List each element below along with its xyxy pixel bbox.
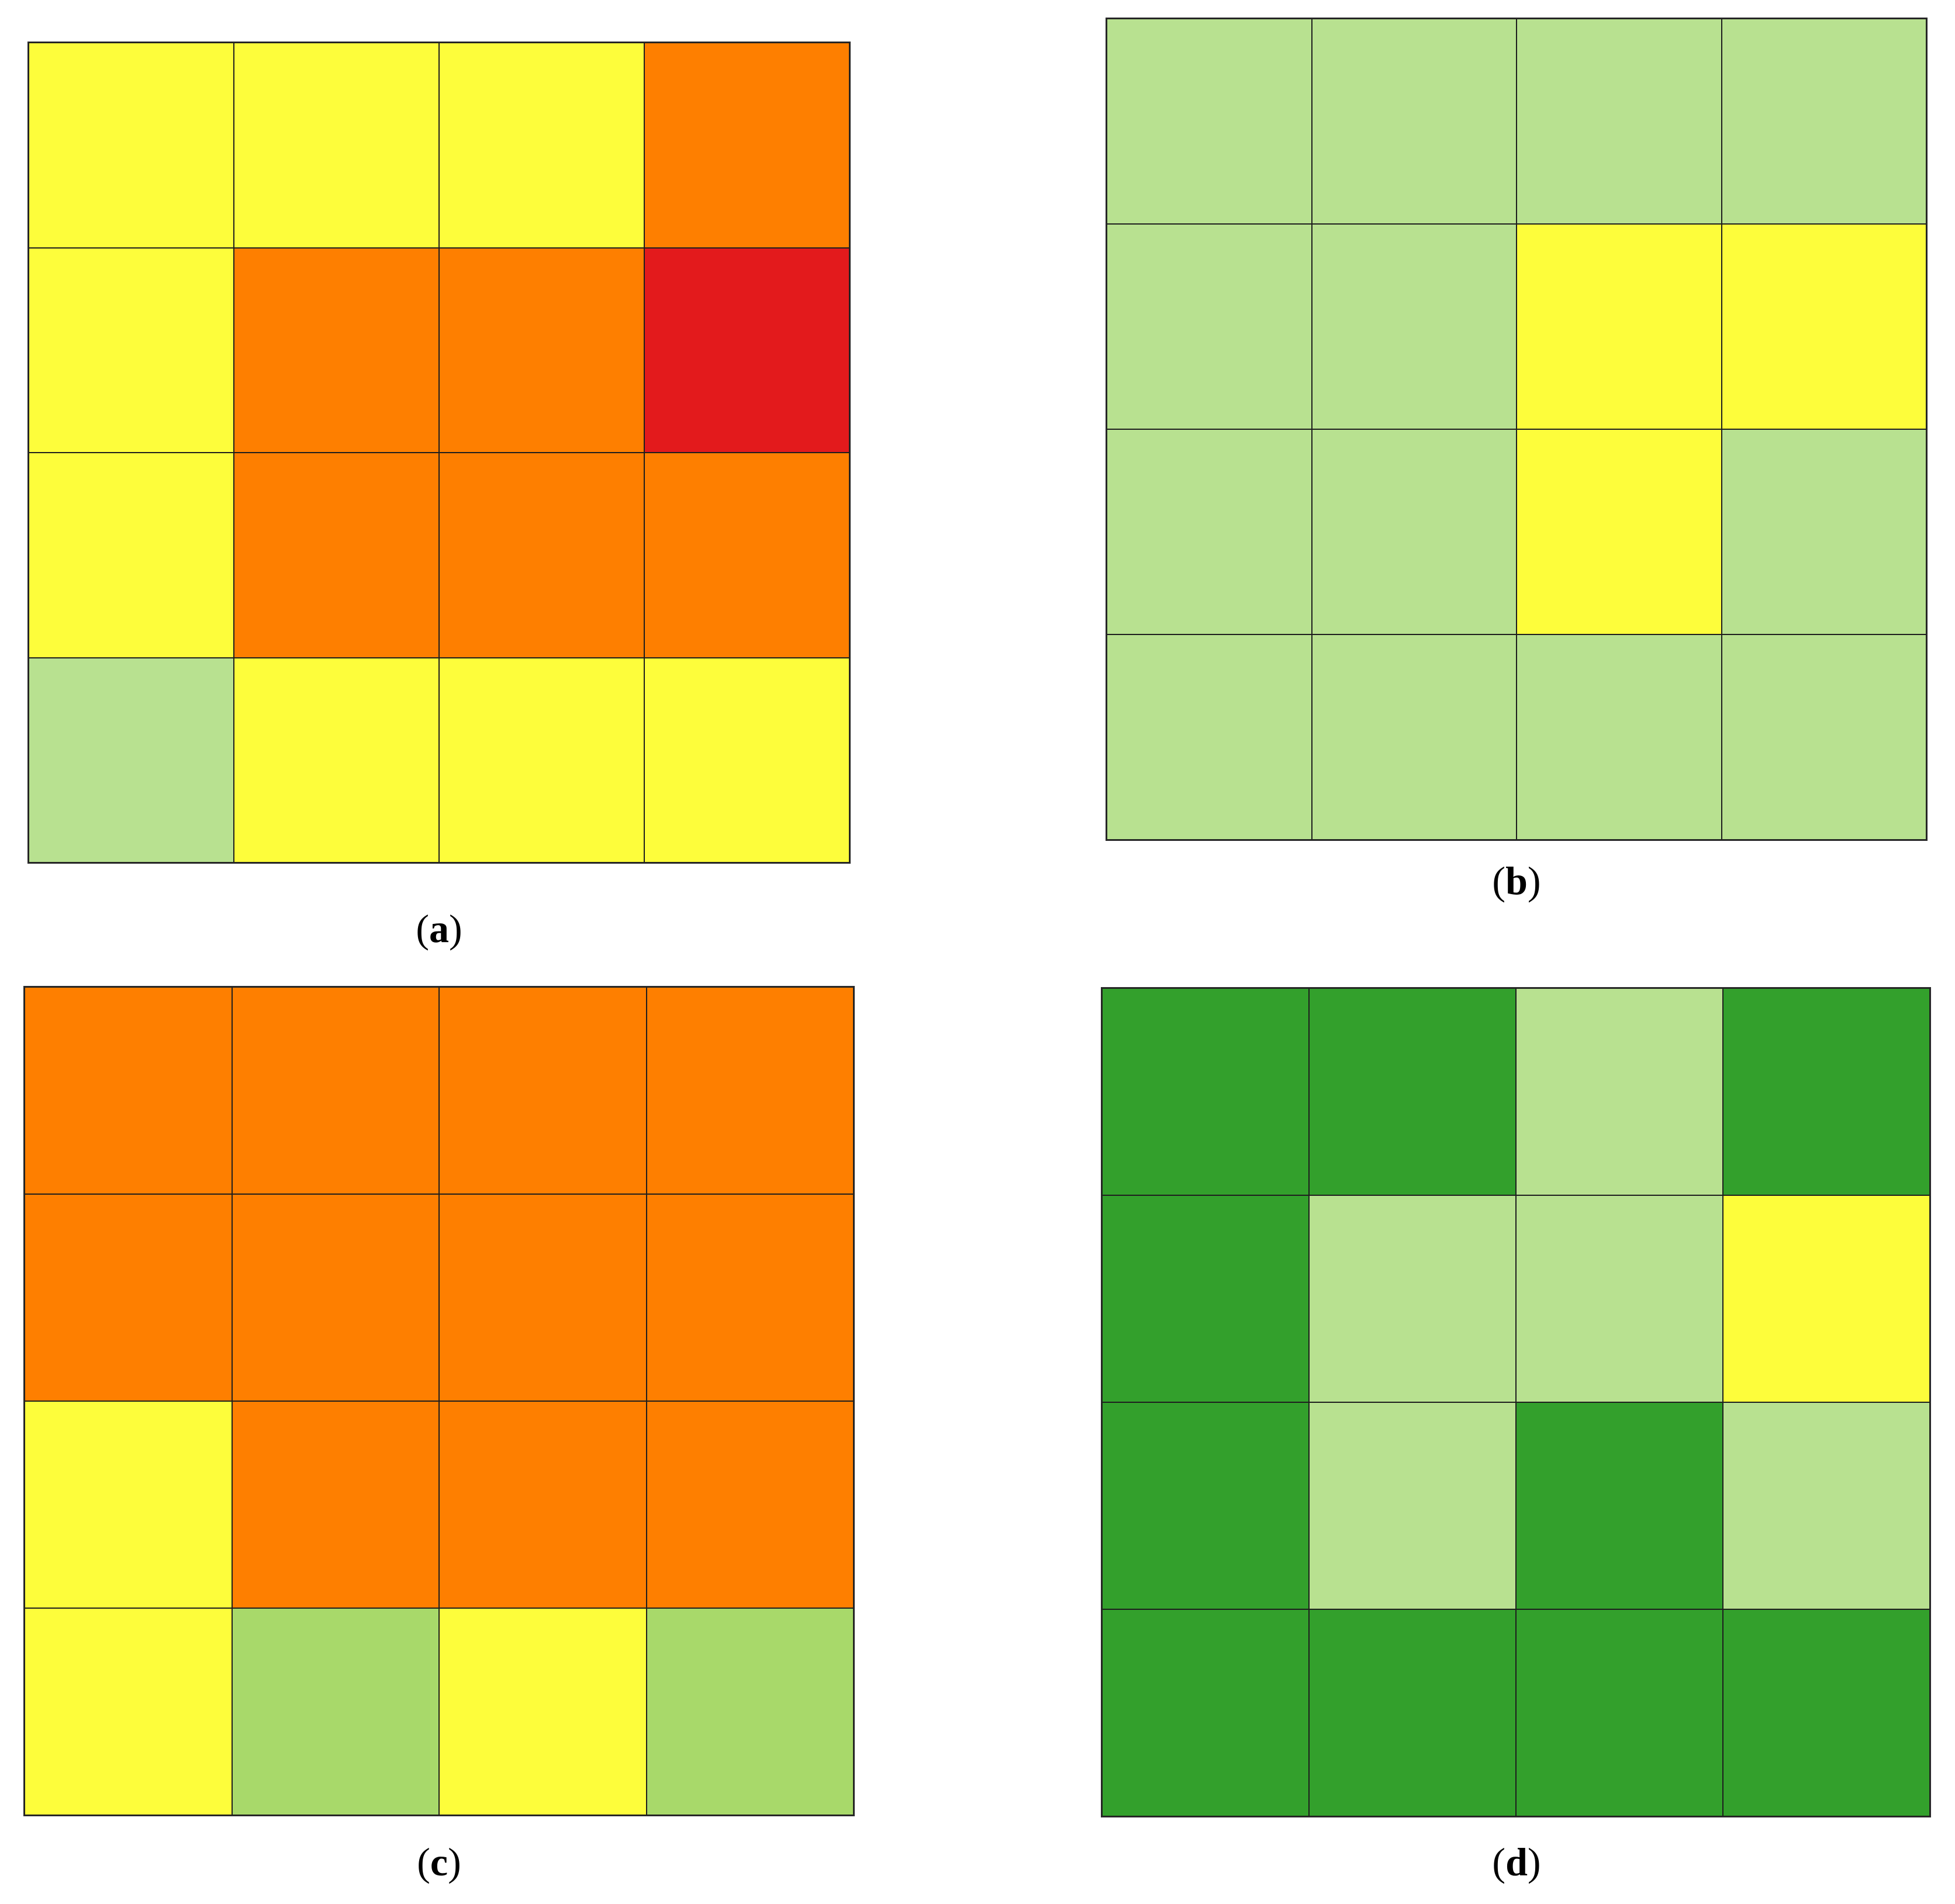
heatmap-cell-b-r3-c4 [1721,429,1926,634]
heatmap-cell-d-r2-c4 [1723,1195,1930,1402]
heatmap-cell-b-r3-c1 [1107,429,1312,634]
heatmap-grid-d [1101,987,1931,1817]
heatmap-cell-b-r1-c2 [1311,19,1517,224]
heatmap-grid-c [23,986,855,1816]
heatmap-cell-d-r2-c2 [1309,1195,1516,1402]
heatmap-cell-a-r1-c1 [29,43,234,248]
heatmap-cell-d-r3-c4 [1723,1402,1930,1609]
caption-d: (d) [1492,1840,1541,1884]
heatmap-cell-d-r3-c3 [1516,1402,1723,1609]
heatmap-cell-b-r2-c4 [1721,224,1926,429]
heatmap-cell-c-r1-c2 [232,987,439,1194]
heatmap-cell-d-r2-c1 [1102,1195,1309,1402]
heatmap-cell-a-r3-c3 [439,453,644,658]
heatmap-cell-d-r2-c3 [1516,1195,1723,1402]
heatmap-cell-d-r4-c2 [1309,1609,1516,1816]
heatmap-cell-d-r3-c2 [1309,1402,1516,1609]
heatmap-cell-c-r3-c4 [646,1401,854,1608]
heatmap-cell-d-r3-c1 [1102,1402,1309,1609]
heatmap-cell-d-r1-c2 [1309,988,1516,1195]
heatmap-cell-a-r4-c4 [644,657,849,863]
heatmap-grid-a [27,42,851,864]
heatmap-cell-b-r3-c2 [1311,429,1517,634]
heatmap-cell-b-r1-c3 [1517,19,1722,224]
heatmap-cell-b-r4-c4 [1721,634,1926,840]
heatmap-cell-c-r3-c3 [439,1401,647,1608]
heatmap-cell-d-r1-c4 [1723,988,1930,1195]
heatmap-cell-b-r1-c1 [1107,19,1312,224]
caption-b: (b) [1492,858,1541,903]
heatmap-cell-c-r4-c1 [25,1608,232,1815]
heatmap-cell-c-r3-c1 [25,1401,232,1608]
heatmap-cell-d-r1-c1 [1102,988,1309,1195]
heatmap-cell-a-r3-c1 [29,453,234,658]
heatmap-cell-a-r3-c4 [644,453,849,658]
heatmap-cell-a-r4-c3 [439,657,644,863]
heatmap-cell-b-r3-c3 [1517,429,1722,634]
heatmap-cell-c-r1-c1 [25,987,232,1194]
caption-c: (c) [417,1840,461,1884]
heatmap-cell-d-r4-c3 [1516,1609,1723,1816]
heatmap-cell-a-r4-c1 [29,657,234,863]
heatmap-cell-c-r1-c3 [439,987,647,1194]
heatmap-cell-c-r2-c1 [25,1194,232,1401]
heatmap-cell-b-r2-c2 [1311,224,1517,429]
heatmap-cell-b-r1-c4 [1721,19,1926,224]
heatmap-cell-b-r4-c1 [1107,634,1312,840]
heatmap-cell-b-r4-c3 [1517,634,1722,840]
heatmap-cell-c-r2-c2 [232,1194,439,1401]
heatmap-cell-c-r4-c4 [646,1608,854,1815]
caption-a: (a) [416,906,462,951]
heatmap-cell-c-r3-c2 [232,1401,439,1608]
heatmap-cell-c-r2-c3 [439,1194,647,1401]
heatmap-cell-d-r4-c1 [1102,1609,1309,1816]
heatmap-cell-a-r2-c3 [439,247,644,453]
heatmap-cell-b-r2-c3 [1517,224,1722,429]
heatmap-grid-b [1106,18,1928,841]
heatmap-cell-a-r1-c3 [439,43,644,248]
heatmap-cell-a-r1-c2 [234,43,439,248]
heatmap-cell-a-r2-c1 [29,247,234,453]
heatmap-cell-c-r2-c4 [646,1194,854,1401]
heatmap-cell-c-r1-c4 [646,987,854,1194]
heatmap-cell-a-r2-c4 [644,247,849,453]
heatmap-cell-c-r4-c2 [232,1608,439,1815]
heatmap-cell-c-r4-c3 [439,1608,647,1815]
heatmap-cell-b-r4-c2 [1311,634,1517,840]
heatmap-cell-d-r4-c4 [1723,1609,1930,1816]
heatmap-cell-a-r3-c2 [234,453,439,658]
heatmap-cell-a-r2-c2 [234,247,439,453]
heatmap-cell-b-r2-c1 [1107,224,1312,429]
heatmap-cell-d-r1-c3 [1516,988,1723,1195]
heatmap-cell-a-r1-c4 [644,43,849,248]
heatmap-cell-a-r4-c2 [234,657,439,863]
